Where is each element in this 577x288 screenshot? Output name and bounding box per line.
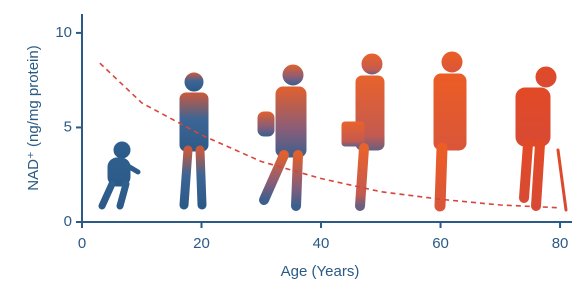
silhouettes	[102, 52, 566, 210]
y-tick-label: 5	[64, 118, 72, 135]
chart: Age (Years) NAD⁺ (ng/mg protein) 0 5 10 0 20…	[0, 0, 577, 288]
x-tick-label: 20	[193, 235, 210, 252]
trend-line	[100, 63, 560, 208]
x-axis-title: Age (Years)	[281, 263, 360, 280]
x-tick-label: 40	[313, 235, 330, 252]
x-tick-label: 60	[432, 235, 449, 252]
y-tick-label: 10	[55, 24, 72, 41]
y-tick-label: 0	[64, 213, 72, 230]
x-tick-label: 0	[78, 235, 86, 252]
y-axis-title: NAD⁺ (ng/mg protein)	[25, 45, 42, 190]
x-tick-label: 80	[552, 235, 569, 252]
